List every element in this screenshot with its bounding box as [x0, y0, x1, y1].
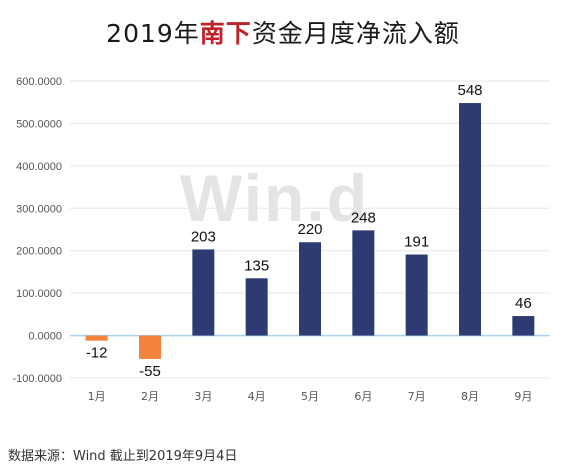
data-label: 203 — [191, 228, 216, 245]
bars — [85, 103, 535, 359]
bar — [459, 103, 481, 336]
data-label: 220 — [297, 221, 322, 238]
data-label: 248 — [351, 209, 376, 226]
data-label: 548 — [457, 82, 482, 99]
bar — [139, 335, 161, 359]
y-tick-label: -100.0000 — [12, 373, 62, 385]
data-label: 135 — [244, 257, 269, 274]
x-tick-label: 3月 — [194, 390, 212, 403]
chart-title: 2019年南下资金月度净流入额 — [0, 14, 566, 50]
title-highlight: 南下 — [199, 19, 252, 48]
y-tick-label: 400.0000 — [16, 161, 62, 173]
y-axis-ticks: 600.0000 500.0000 400.0000 300.0000 200.0000… — [12, 76, 62, 385]
x-tick-label: 1月 — [88, 390, 106, 403]
y-tick-label: 300.0000 — [16, 203, 62, 215]
x-tick-label: 6月 — [354, 390, 372, 403]
bar — [85, 335, 108, 341]
bar — [245, 278, 268, 336]
data-label: 46 — [515, 295, 532, 312]
x-tick-label: 7月 — [408, 390, 426, 403]
data-label: -55 — [139, 363, 161, 380]
data-labels: -12 -55 203 135 220 248 191 548 46 — [86, 82, 532, 380]
bar — [512, 316, 535, 336]
y-tick-label: 600.0000 — [16, 76, 62, 88]
y-tick-label: 500.0000 — [16, 118, 62, 130]
data-label: -12 — [86, 345, 108, 362]
x-axis-ticks: 1月 2月 3月 4月 5月 6月 7月 8月 9月 — [88, 390, 533, 403]
x-tick-label: 9月 — [514, 390, 532, 403]
source-note: 数据来源：Wind 截止到2019年9月4日 — [8, 449, 238, 464]
data-label: 191 — [404, 234, 429, 251]
title-prefix: 2019年 — [106, 19, 200, 48]
bar — [352, 230, 375, 336]
bar — [192, 249, 215, 336]
y-tick-label: 200.0000 — [16, 246, 62, 258]
y-tick-label: 100.0000 — [16, 288, 62, 300]
y-tick-label: 0.0000 — [28, 331, 62, 343]
x-tick-label: 4月 — [248, 390, 266, 403]
x-tick-label: 8月 — [461, 390, 479, 403]
bar — [299, 242, 321, 336]
watermark-logo: Win.d — [180, 161, 370, 235]
title-suffix: 资金月度净流入额 — [251, 19, 460, 48]
x-tick-label: 5月 — [301, 390, 319, 403]
x-tick-label: 2月 — [141, 390, 159, 403]
bar — [405, 254, 428, 336]
